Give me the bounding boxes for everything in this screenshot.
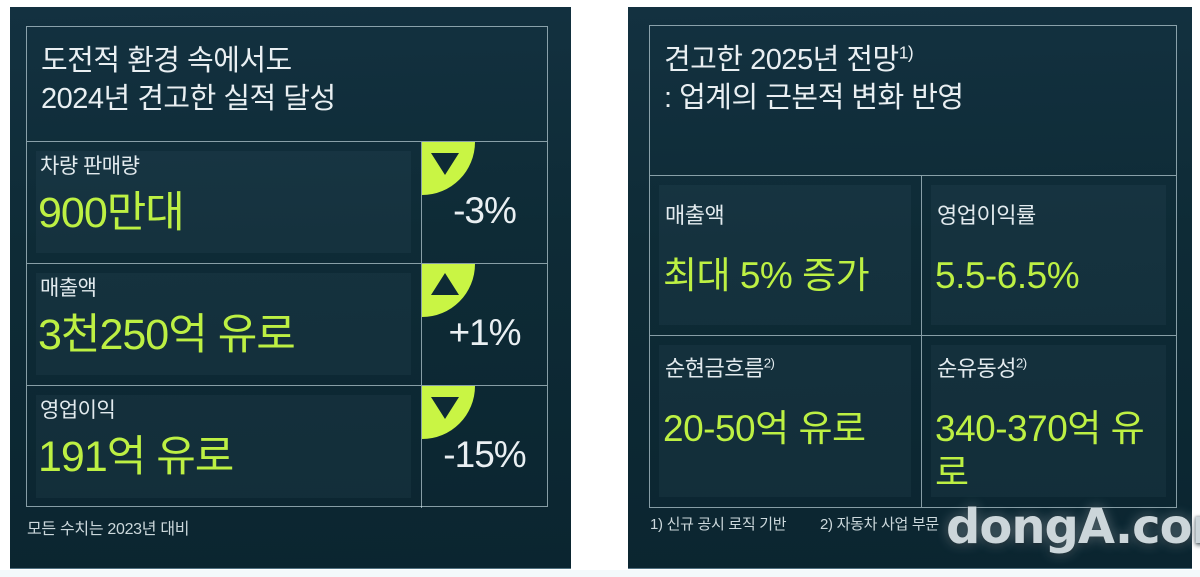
metric-label: 영업이익: [40, 399, 116, 422]
metric-operating-profit: 영업이익 191억 유로: [27, 386, 421, 508]
outlook-label: 매출액: [665, 203, 725, 228]
metric-label: 매출액: [40, 277, 97, 300]
outlook-net-cash-flow: 순현금흐름2) 20-50억 유로: [650, 336, 921, 507]
photo-bottom-edge: [0, 570, 1200, 577]
change-revenue: +1%: [421, 264, 547, 386]
outlook-net-liquidity: 순유동성2) 340-370억 유로: [921, 336, 1176, 507]
triangle-down-icon: [431, 153, 459, 175]
outlook-value: 최대 5% 증가: [663, 255, 870, 296]
outlook-value: 340-370억 유로: [935, 408, 1145, 493]
change-percent: +1%: [448, 312, 521, 353]
outlook-label: 순현금흐름2): [665, 355, 775, 381]
donga-watermark: dongA.com: [946, 499, 1200, 555]
right-title-line2: : 업계의 근본적 변화 반영: [664, 82, 964, 114]
footnote-1: 1) 신규 공시 로직 기반: [650, 516, 787, 533]
right-title-line1: 견고한 2025년 전망1): [664, 41, 1162, 79]
left-panel-footnote: 모든 수치는 2023년 대비: [27, 521, 190, 538]
outlook-label-text: 매출액: [665, 203, 725, 228]
outlook-label-text: 순현금흐름: [665, 356, 764, 381]
outlook-revenue: 매출액 최대 5% 증가: [650, 176, 921, 336]
label-superscript: 2): [763, 355, 775, 371]
metric-label: 차량 판매량: [40, 155, 140, 178]
outlook-operating-margin: 영업이익률 5.5-6.5%: [921, 176, 1176, 336]
triangle-down-icon: [431, 397, 459, 419]
right-title-text: 견고한 2025년 전망: [664, 44, 899, 76]
change-percent: -3%: [453, 190, 517, 231]
footnote-2: 2) 자동차 사업 부문: [820, 516, 939, 533]
right-panel-title: 견고한 2025년 전망1) : 업계의 근본적 변화 반영: [650, 26, 1176, 176]
right-panel-2025-outlook: 견고한 2025년 전망1) : 업계의 근본적 변화 반영 매출액 최대 5%…: [628, 7, 1192, 569]
metric-value: 900만대: [38, 189, 185, 237]
title-superscript: 1): [898, 42, 914, 63]
right-outlook-table: 견고한 2025년 전망1) : 업계의 근본적 변화 반영 매출액 최대 5%…: [649, 25, 1177, 508]
triangle-up-icon: [431, 273, 459, 295]
metric-revenue: 매출액 3천250억 유로: [27, 264, 421, 386]
change-vehicle-sales: -3%: [421, 142, 547, 264]
metric-value: 3천250억 유로: [38, 311, 296, 359]
left-title-line1: 도전적 환경 속에서도: [41, 45, 292, 77]
outlook-label: 순유동성2): [937, 356, 1027, 381]
metric-vehicle-sales: 차량 판매량 900만대: [27, 142, 421, 264]
left-title-line2: 2024년 견고한 실적 달성: [41, 83, 336, 115]
left-results-table: 도전적 환경 속에서도 2024년 견고한 실적 달성 차량 판매량 900만대…: [26, 26, 548, 508]
outlook-value: 20-50억 유로: [663, 408, 866, 449]
outlook-label: 영업이익률: [937, 203, 1036, 228]
left-panel-title: 도전적 환경 속에서도 2024년 견고한 실적 달성: [27, 27, 547, 142]
arrow-down-badge-icon: [422, 386, 475, 439]
arrow-down-badge-icon: [422, 142, 475, 195]
metric-value: 191억 유로: [38, 433, 234, 481]
label-superscript: 2): [1015, 355, 1027, 371]
outlook-value: 5.5-6.5%: [935, 255, 1080, 296]
left-panel-2024-results: 도전적 환경 속에서도 2024년 견고한 실적 달성 차량 판매량 900만대…: [10, 7, 571, 569]
change-operating-profit: -15%: [421, 386, 547, 508]
arrow-up-badge-icon: [422, 264, 475, 317]
change-percent: -15%: [443, 434, 526, 475]
outlook-label-text: 순유동성: [937, 356, 1016, 381]
outlook-label-text: 영업이익률: [937, 203, 1036, 228]
